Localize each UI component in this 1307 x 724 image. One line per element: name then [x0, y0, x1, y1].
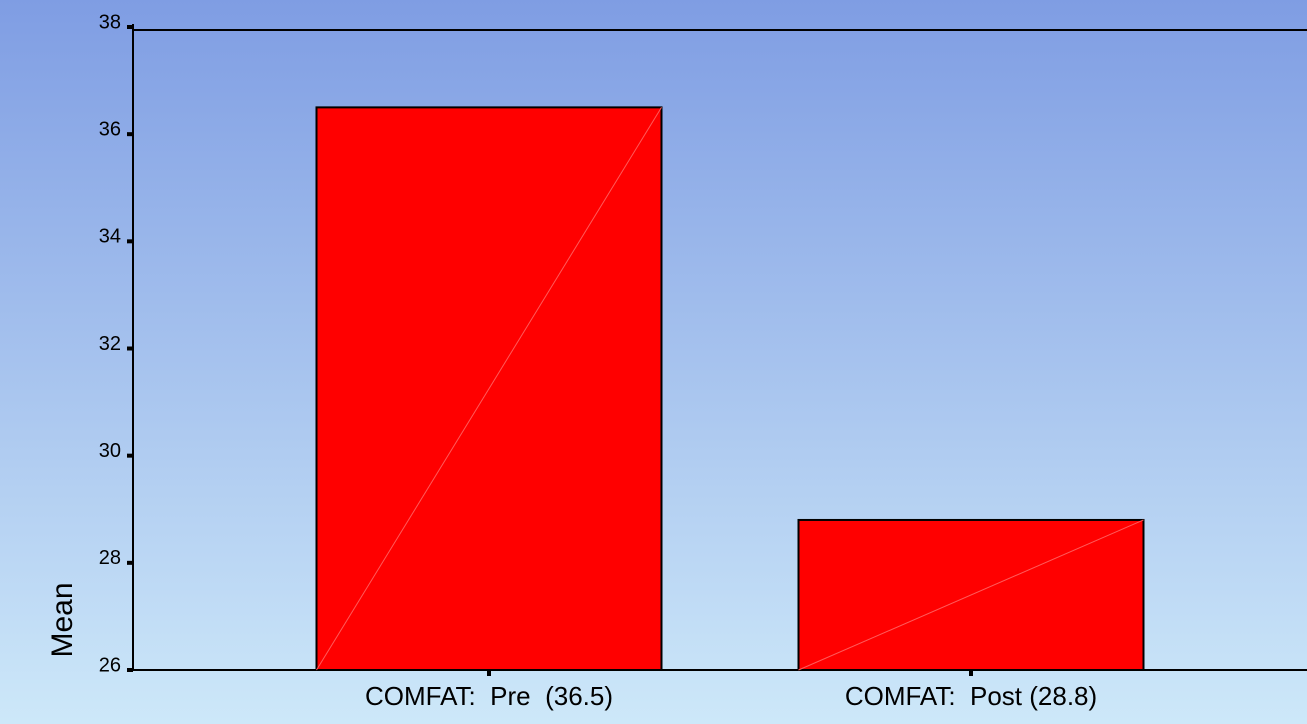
y-tick-label: 34 — [99, 226, 121, 248]
y-tick-label: 28 — [99, 547, 121, 569]
y-axis-label: Mean — [46, 582, 79, 657]
bar-diagonal — [798, 519, 1144, 671]
x-tick-label: COMFAT: Pre (36.5) — [365, 681, 613, 711]
y-tick-label: 26 — [99, 654, 121, 676]
y-tick-label: 30 — [99, 440, 121, 462]
y-tick-label: 36 — [99, 118, 121, 140]
y-tick-label: 32 — [99, 333, 121, 355]
bar-diagonal — [316, 107, 662, 671]
x-tick-label: COMFAT: Post (28.8) — [845, 681, 1097, 711]
y-tick-label: 38 — [99, 11, 121, 33]
